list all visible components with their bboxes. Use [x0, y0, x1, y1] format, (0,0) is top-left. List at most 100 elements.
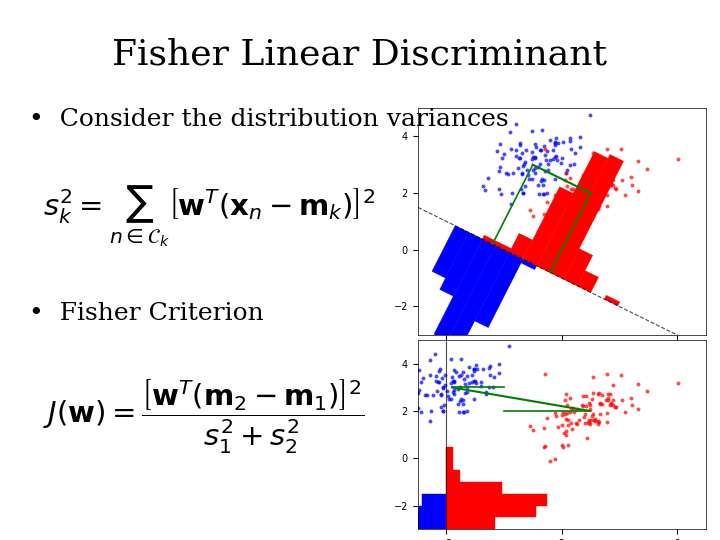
- Polygon shape: [446, 458, 454, 470]
- Point: [469, 361, 481, 370]
- Point: [410, 372, 422, 381]
- Point: [446, 372, 457, 381]
- Point: [593, 389, 605, 397]
- Point: [518, 189, 529, 198]
- Point: [602, 408, 613, 417]
- Point: [508, 169, 519, 178]
- Point: [603, 169, 614, 178]
- Point: [567, 425, 578, 434]
- Point: [449, 390, 460, 399]
- Polygon shape: [604, 295, 620, 306]
- Point: [552, 138, 563, 147]
- Point: [538, 176, 549, 184]
- Point: [437, 382, 449, 391]
- Point: [560, 390, 572, 399]
- Point: [560, 168, 572, 177]
- Point: [588, 199, 600, 208]
- Point: [564, 160, 575, 169]
- Point: [602, 396, 613, 404]
- Point: [549, 138, 560, 147]
- Point: [602, 191, 613, 199]
- Point: [632, 156, 644, 165]
- Point: [449, 366, 460, 374]
- Point: [583, 201, 595, 210]
- Point: [567, 211, 578, 219]
- Point: [539, 370, 551, 379]
- Point: [560, 414, 572, 423]
- Point: [480, 186, 491, 194]
- Point: [559, 192, 571, 201]
- Point: [672, 379, 684, 387]
- Point: [461, 372, 472, 381]
- Point: [557, 229, 568, 238]
- Point: [536, 146, 547, 154]
- Point: [455, 371, 467, 380]
- Point: [589, 415, 600, 423]
- Point: [550, 152, 562, 161]
- Point: [594, 192, 606, 201]
- Point: [441, 387, 452, 396]
- Point: [443, 395, 454, 403]
- Point: [518, 161, 529, 170]
- Point: [558, 408, 570, 416]
- Point: [557, 206, 568, 214]
- Point: [603, 390, 614, 399]
- Point: [537, 190, 549, 199]
- Point: [456, 395, 467, 403]
- Text: Fisher Linear Discriminant: Fisher Linear Discriminant: [112, 38, 608, 72]
- Point: [527, 212, 539, 220]
- Point: [583, 415, 595, 424]
- Point: [475, 381, 487, 390]
- Point: [488, 373, 500, 382]
- Point: [608, 400, 619, 409]
- Polygon shape: [536, 152, 608, 273]
- Point: [493, 185, 505, 194]
- Point: [469, 367, 480, 376]
- Point: [442, 392, 454, 400]
- Point: [518, 189, 529, 198]
- Point: [520, 158, 531, 166]
- Point: [596, 169, 608, 178]
- Polygon shape: [408, 505, 446, 517]
- Point: [564, 134, 576, 143]
- Point: [529, 153, 541, 162]
- Point: [456, 408, 468, 416]
- Point: [451, 400, 463, 408]
- Polygon shape: [364, 517, 446, 529]
- Point: [413, 386, 425, 394]
- Point: [568, 190, 580, 198]
- Point: [449, 377, 460, 386]
- Point: [430, 349, 441, 358]
- Point: [516, 168, 528, 177]
- Point: [413, 389, 424, 397]
- Point: [529, 168, 541, 177]
- Point: [480, 388, 492, 396]
- Point: [578, 412, 590, 421]
- Point: [459, 389, 470, 397]
- Point: [487, 383, 499, 391]
- Polygon shape: [446, 517, 495, 529]
- Point: [539, 231, 550, 240]
- Point: [534, 146, 545, 155]
- Point: [583, 399, 595, 407]
- Point: [480, 390, 491, 399]
- Point: [523, 174, 535, 183]
- Point: [496, 154, 508, 163]
- Point: [415, 407, 426, 416]
- Point: [593, 420, 604, 428]
- Point: [583, 179, 595, 187]
- Point: [589, 201, 600, 210]
- Point: [562, 199, 573, 208]
- Polygon shape: [446, 494, 546, 505]
- Point: [544, 456, 556, 465]
- Point: [399, 404, 410, 413]
- Point: [468, 364, 480, 373]
- Point: [584, 401, 595, 409]
- Point: [565, 419, 577, 428]
- Point: [619, 190, 631, 199]
- Polygon shape: [577, 271, 598, 293]
- Point: [498, 150, 510, 158]
- Point: [516, 184, 527, 193]
- Point: [541, 188, 553, 197]
- Point: [596, 390, 608, 399]
